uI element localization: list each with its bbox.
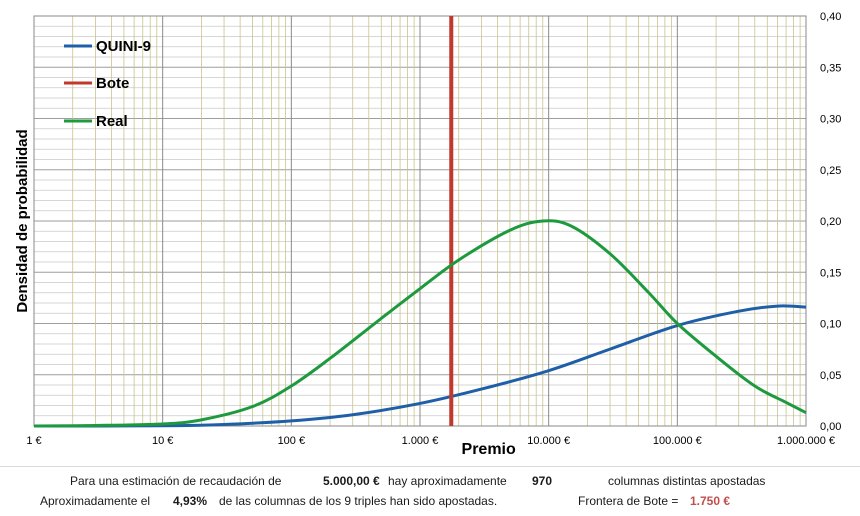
frontera-label: Frontera de Bote = (578, 494, 679, 508)
porcentaje-value: 4,93% (173, 494, 208, 508)
legend-label: Real (96, 113, 128, 130)
y-tick-label: 0,10 (820, 319, 841, 331)
quini9-series-line (33, 304, 807, 428)
y-tick-label: 0,15 (820, 267, 841, 279)
legend-label: QUINI-9 (96, 38, 151, 55)
y-tick-label: 0,05 (820, 370, 841, 382)
summary-panel: Para una estimación de recaudación de 5.… (0, 466, 860, 516)
summary-line1-prefix: Para una estimación de recaudación de (70, 474, 282, 488)
y-tick-label: 0,40 (820, 11, 841, 23)
x-tick-label: 1 € (26, 435, 41, 447)
real-series-line (33, 219, 807, 428)
x-tick-label: 100 € (278, 435, 306, 447)
plot-frame (33, 15, 807, 427)
chart-svg: 1 € 10 € 100 € 1.000 € 10.000 € 100.000 € 1.00… (14, 11, 841, 458)
x-tick-label: 1.000 € (402, 435, 439, 447)
columnas-value: 970 (532, 474, 553, 488)
summary-line2-mid: de las columnas de los 9 triples han sid… (219, 494, 498, 508)
summary-line1-suffix: columnas distintas apostadas (608, 474, 766, 488)
chart-area: 1 € 10 € 100 € 1.000 € 10.000 € 100.000 € 1.00… (0, 11, 860, 467)
x-tick-label: 10 € (152, 435, 173, 447)
y-tick-label: 0,30 (820, 114, 841, 126)
y-tick-label: 0,00 (820, 421, 841, 433)
x-tick-label: 1.000.000 € (777, 435, 835, 447)
x-axis-title: Premio (462, 441, 516, 458)
y-axis-title: Densidad de probabilidad (14, 129, 31, 312)
y-tick-label: 0,35 (820, 62, 841, 74)
summary-line1-mid: hay aproximadamente (388, 474, 507, 488)
x-tick-label: 10.000 € (527, 435, 570, 447)
y-tick-label: 0,25 (820, 165, 841, 177)
summary-line2-prefix: Aproximadamente el (40, 494, 151, 508)
legend-label: Bote (96, 75, 129, 92)
x-tick-label: 100.000 € (653, 435, 702, 447)
recaudacion-value: 5.000,00 € (323, 474, 380, 488)
frontera-value: 1.750 € (690, 494, 731, 508)
y-tick-label: 0,20 (820, 216, 841, 228)
